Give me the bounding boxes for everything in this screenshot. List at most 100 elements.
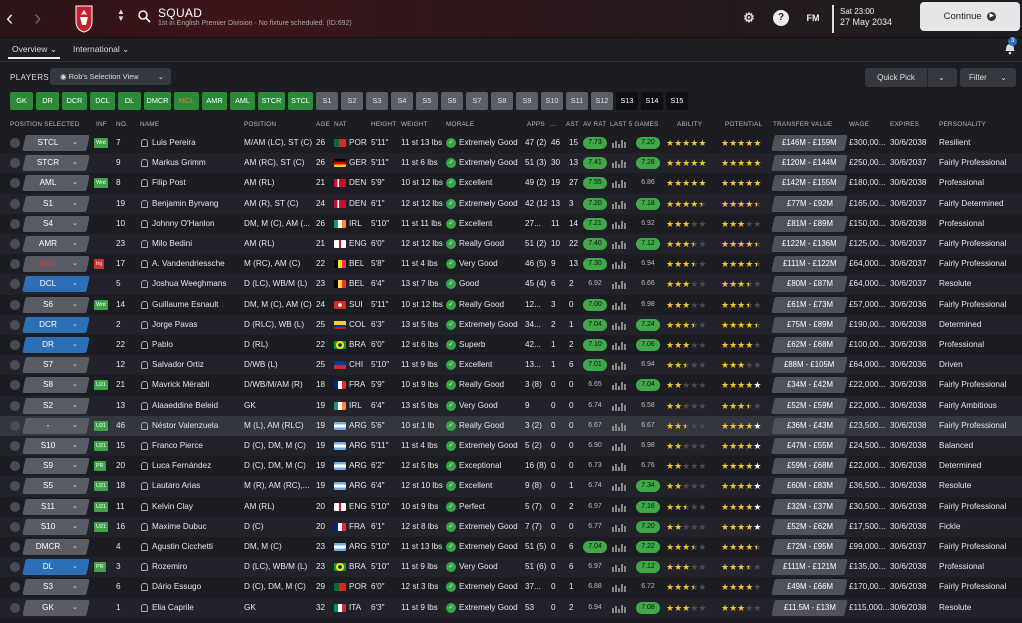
row-select-checkbox[interactable]	[10, 562, 20, 573]
position-pill-s5[interactable]: S5	[416, 92, 438, 110]
position-pill-dr[interactable]: DR	[36, 92, 59, 110]
info-badge[interactable]: Wnt	[94, 299, 108, 310]
player-nat[interactable]: SUI	[349, 299, 363, 309]
position-pill-dl[interactable]: DL	[118, 92, 141, 110]
player-name[interactable]: Mavrick Mérabli	[152, 380, 210, 390]
chevron-down-icon[interactable]: ⌄	[72, 361, 78, 369]
row-select-checkbox[interactable]	[10, 218, 20, 229]
col-personality[interactable]: PERSONALITY	[939, 121, 986, 128]
transfer-value[interactable]: £111M - £121M	[771, 559, 848, 576]
chevron-down-icon[interactable]: ⌄	[72, 462, 78, 470]
col-height[interactable]: HEIGHT	[371, 121, 397, 128]
player-name[interactable]: Rozemiro	[152, 562, 188, 572]
col-potential[interactable]: POTENTIAL	[725, 121, 763, 128]
tab-overview[interactable]: Overview ⌄	[12, 44, 57, 55]
row-select-checkbox[interactable]	[10, 259, 20, 270]
position-pill-s8[interactable]: S8	[491, 92, 513, 110]
player-nat[interactable]: FRA	[349, 380, 366, 390]
continue-button[interactable]: Continue ▶	[920, 2, 1020, 31]
player-nat[interactable]: FRA	[349, 521, 366, 531]
table-row[interactable]: S6 ⌄ Wnt 14 Guillaume Esnault DM, M (C), AM (…	[0, 295, 1022, 315]
quick-pick-button[interactable]: Quick Pick ⌄	[865, 68, 957, 87]
back-arrow-icon[interactable]: ‹	[6, 5, 14, 30]
chevron-down-icon[interactable]: ⌄	[72, 260, 78, 268]
table-row[interactable]: S11 ⌄ U21 11 Kelvin Clay AM (RL) 20 ENG 5'10" 10 …	[0, 497, 1022, 517]
chevron-down-icon[interactable]: ⌄	[72, 502, 78, 510]
table-row[interactable]: S1 ⌄ 19 Benjamin Byrvang AM (R), ST (C) 24 DEN…	[0, 193, 1022, 214]
info-badge[interactable]: Wnt	[94, 138, 108, 148]
transfer-value[interactable]: £120M - £144M	[771, 155, 848, 172]
table-row[interactable]: - ⌄ U21 46 Néstor Valenzuela M (L), AM (RLC) 1…	[0, 415, 1022, 436]
table-row[interactable]: S4 ⌄ 10 Johnny O'Hanlon DM, M (C), AM (... 26…	[0, 214, 1022, 234]
player-nat[interactable]: BRA	[349, 340, 366, 349]
row-select-checkbox[interactable]	[10, 582, 20, 593]
chevron-down-icon[interactable]: ⌄	[72, 563, 78, 571]
player-name[interactable]: Alaaeddine Beleid	[152, 400, 219, 410]
position-pill-s15[interactable]: S15	[666, 92, 688, 110]
col-last5[interactable]: LAST 5 GAMES	[610, 121, 659, 128]
col-name[interactable]: NAME	[140, 121, 160, 128]
chevron-down-icon[interactable]: ⌄	[72, 240, 78, 247]
chevron-down-icon[interactable]: ⌄	[72, 401, 78, 409]
table-row[interactable]: DCR ⌄ 2 Jorge Pavas D (RLC), WB (L) 25 COL 6'3"…	[0, 314, 1022, 335]
col-morale[interactable]: MORALE	[446, 121, 475, 128]
notification-bell-icon[interactable]: 3	[1003, 37, 1017, 55]
position-pill-stcr[interactable]: STCR	[258, 92, 285, 110]
club-switch-icon[interactable]: ▲ ▼	[117, 7, 125, 23]
player-nat[interactable]: IRL	[349, 218, 362, 228]
chevron-down-icon[interactable]: ⌄	[72, 583, 78, 591]
transfer-value[interactable]: £59M - £68M	[771, 458, 848, 475]
position-pill-s2[interactable]: S2	[341, 92, 363, 110]
player-name[interactable]: Salvador Ortiz	[152, 360, 204, 370]
player-name[interactable]: Dário Essugo	[152, 582, 202, 592]
player-name[interactable]: Benjamin Byrvang	[152, 198, 219, 208]
club-crest-icon[interactable]	[74, 3, 94, 33]
position-pill-s10[interactable]: S10	[541, 92, 563, 110]
player-nat[interactable]: DEN	[349, 198, 367, 208]
transfer-value[interactable]: £72M - £95M	[771, 539, 848, 555]
col-apps[interactable]: APPS	[527, 121, 545, 128]
player-name[interactable]: Elia Caprile	[152, 602, 194, 612]
player-nat[interactable]: ARG	[349, 542, 367, 551]
chevron-down-icon[interactable]: ⌄	[72, 199, 78, 207]
help-icon[interactable]: ?	[773, 10, 789, 26]
player-nat[interactable]: ARG	[349, 420, 367, 430]
player-nat[interactable]: BRA	[349, 562, 366, 572]
chevron-down-icon[interactable]: ⌄	[72, 320, 78, 328]
row-select-checkbox[interactable]	[10, 521, 20, 532]
col-av-rat[interactable]: AV RAT	[583, 121, 607, 128]
row-select-checkbox[interactable]	[10, 380, 20, 391]
chevron-down-icon[interactable]: ⌄	[72, 159, 78, 167]
col-gls[interactable]: ...	[550, 121, 556, 128]
transfer-value[interactable]: £61M - £73M	[771, 296, 848, 313]
info-badge[interactable]: U21	[94, 501, 109, 512]
position-pill-s4[interactable]: S4	[391, 92, 413, 110]
player-nat[interactable]: BEL	[349, 279, 365, 289]
player-nat[interactable]: ARG	[349, 481, 367, 491]
position-pill-s7[interactable]: S7	[466, 92, 488, 110]
table-row[interactable]: S7 ⌄ 12 Salvador Ortiz D/WB (L) 25 CHI 5'10" 11 …	[0, 355, 1022, 376]
table-row[interactable]: DCL ⌄ 5 Joshua Weeghmans D (LC), WB/M (L) 23 B…	[0, 274, 1022, 295]
player-name[interactable]: Markus Grimm	[152, 158, 206, 168]
col-age[interactable]: AGE	[316, 121, 331, 128]
row-select-checkbox[interactable]	[10, 420, 20, 431]
table-row[interactable]: DL ⌄ PR 3 Rozemiro D (LC), WB/M (L) 23 BRA 5'10"…	[0, 557, 1022, 578]
col-ast[interactable]: AST	[566, 121, 580, 128]
row-select-checkbox[interactable]	[10, 400, 20, 411]
player-name[interactable]: Jorge Pavas	[152, 319, 198, 329]
row-select-checkbox[interactable]	[10, 360, 20, 371]
player-name[interactable]: Kelvin Clay	[152, 501, 193, 511]
row-select-checkbox[interactable]	[10, 239, 20, 249]
player-name[interactable]: Pablo	[152, 340, 173, 349]
tab-international[interactable]: International ⌄	[73, 44, 129, 55]
player-nat[interactable]: POR	[349, 582, 367, 592]
player-name[interactable]: Johnny O'Hanlon	[152, 218, 215, 228]
table-row[interactable]: S10 ⌄ U21 16 Maxime Dubuc D (C) 20 FRA 6'1" 12 st…	[0, 516, 1022, 537]
row-select-checkbox[interactable]	[10, 501, 20, 512]
position-pill-s12[interactable]: S12	[591, 92, 613, 110]
position-pill-dcr[interactable]: DCR	[62, 92, 87, 110]
player-nat[interactable]: ENG	[349, 501, 367, 511]
filter-button[interactable]: Filter ⌄	[960, 68, 1016, 87]
transfer-value[interactable]: £52M - £62M	[771, 518, 848, 535]
chevron-down-icon[interactable]: ⌄	[72, 280, 78, 288]
